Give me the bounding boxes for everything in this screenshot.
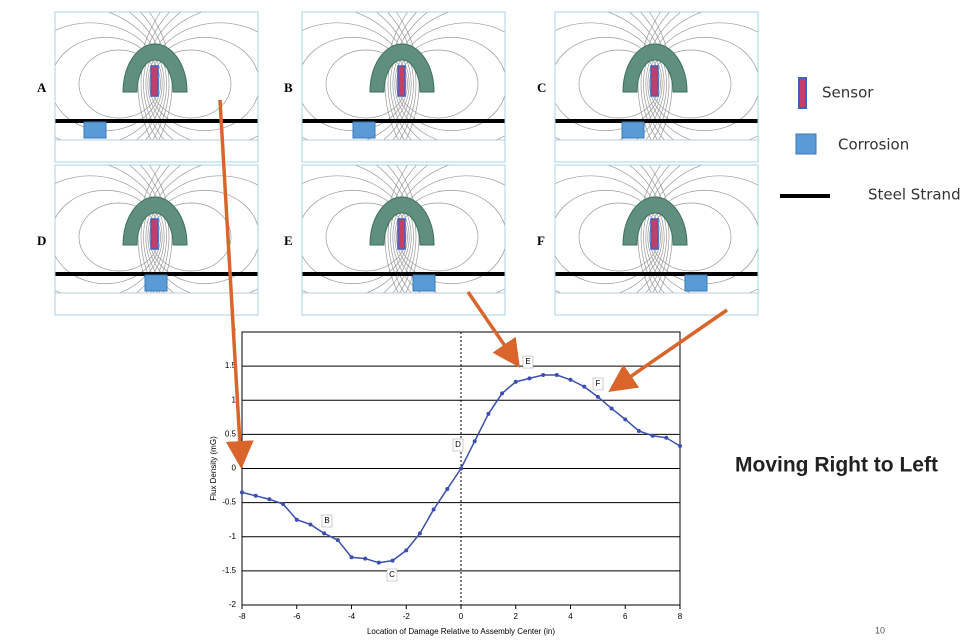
annotation: D	[455, 440, 461, 449]
data-point	[637, 429, 641, 433]
data-point	[445, 487, 449, 491]
legend-sensor-icon	[799, 78, 806, 108]
data-point	[486, 412, 490, 416]
annotation: E	[525, 357, 530, 366]
x-tick-label: -8	[238, 612, 246, 621]
x-tick-label: 0	[459, 612, 464, 621]
data-point	[664, 436, 668, 440]
data-point	[623, 417, 627, 421]
legend-strand: Steel Strand	[868, 186, 961, 204]
x-tick-label: 2	[514, 612, 519, 621]
sensor	[398, 219, 405, 249]
corrosion	[145, 275, 167, 291]
x-tick-label: 8	[678, 612, 683, 621]
lower-region	[55, 293, 258, 315]
corrosion	[622, 122, 644, 138]
data-point	[541, 373, 545, 377]
y-tick-label: -1.5	[222, 566, 236, 575]
annotation: C	[389, 570, 395, 579]
data-point	[527, 376, 531, 380]
lower-region	[555, 140, 758, 162]
data-point	[473, 439, 477, 443]
x-tick-label: -2	[403, 612, 411, 621]
x-tick-label: -4	[348, 612, 356, 621]
slide: A B C D E F Sensor Corrosion Steel Strand Mov…	[0, 0, 976, 642]
data-point	[363, 557, 367, 561]
data-point	[555, 373, 559, 377]
sensor	[651, 66, 658, 96]
data-point	[432, 507, 436, 511]
sensor	[151, 219, 158, 249]
panel-label: D	[37, 233, 46, 248]
data-point	[459, 467, 463, 471]
data-point	[418, 531, 422, 535]
data-point	[322, 531, 326, 535]
data-point	[350, 555, 354, 559]
panel-label: B	[284, 80, 293, 95]
sensor	[151, 66, 158, 96]
data-point	[582, 385, 586, 389]
data-point	[404, 548, 408, 552]
data-point	[678, 444, 682, 448]
legend-corrosion-icon	[796, 134, 816, 154]
panel-label: C	[537, 80, 546, 95]
corrosion	[353, 122, 375, 138]
sensor	[651, 219, 658, 249]
data-point	[336, 538, 340, 542]
data-point	[240, 490, 244, 494]
data-point	[514, 380, 518, 384]
chart: -2-1.5-1-0.500.511.52-8-6-4-202468Locati…	[209, 327, 683, 636]
panels: A B C D E F	[0, 0, 976, 382]
y-tick-label: -2	[229, 600, 237, 609]
x-axis-label: Location of Damage Relative to Assembly …	[367, 627, 555, 636]
data-point	[308, 522, 312, 526]
corrosion	[685, 275, 707, 291]
panel-label: F	[537, 233, 545, 248]
data-point	[569, 378, 573, 382]
data-point	[295, 518, 299, 522]
data-point	[281, 502, 285, 506]
sensor	[398, 66, 405, 96]
y-axis-label: Flux Density (mG)	[209, 436, 218, 501]
legend-corrosion: Corrosion	[838, 136, 909, 154]
corrosion	[84, 122, 106, 138]
y-tick-label: 0	[232, 464, 237, 473]
annotation: F	[596, 379, 601, 388]
y-tick-label: 0.5	[225, 429, 237, 438]
data-point	[267, 497, 271, 501]
y-tick-label: -0.5	[222, 498, 236, 507]
legend-sensor: Sensor	[822, 84, 874, 102]
data-point	[377, 561, 381, 565]
page-number: 10	[875, 625, 885, 635]
data-point	[651, 434, 655, 438]
lower-region	[55, 140, 258, 162]
lower-region	[302, 140, 505, 162]
data-point	[596, 395, 600, 399]
corrosion	[413, 275, 435, 291]
x-tick-label: -6	[293, 612, 301, 621]
x-tick-label: 6	[623, 612, 628, 621]
data-point	[391, 559, 395, 563]
data-point	[500, 391, 504, 395]
panel-label: E	[284, 233, 293, 248]
y-tick-label: -1	[229, 532, 237, 541]
panel-label: A	[37, 80, 47, 95]
x-tick-label: 4	[568, 612, 573, 621]
caption: Moving Right to Left	[735, 454, 938, 477]
annotation: B	[324, 516, 329, 525]
data-point	[610, 406, 614, 410]
data-point	[254, 494, 258, 498]
